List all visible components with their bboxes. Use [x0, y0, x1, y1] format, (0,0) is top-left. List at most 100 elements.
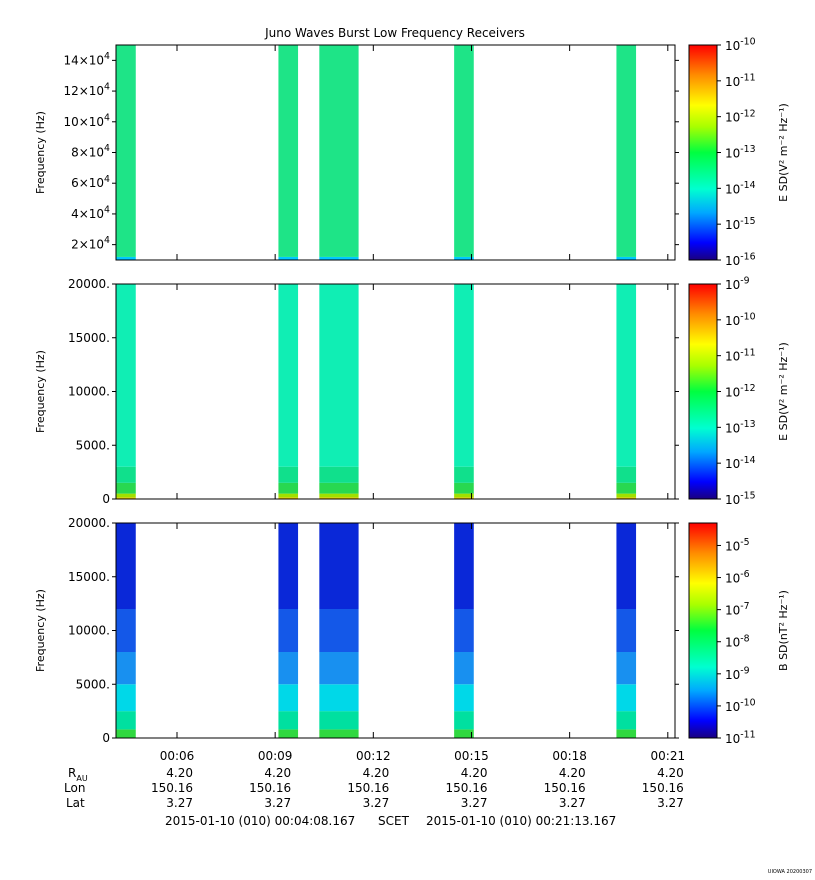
spectral-band — [116, 523, 136, 609]
y-axis-label: Frequency (Hz) — [34, 350, 47, 433]
spectral-band — [319, 284, 359, 467]
spectral-band — [319, 684, 359, 712]
spectral-band — [278, 523, 299, 609]
ephem-label-lon: Lon — [64, 781, 85, 795]
spectral-band — [616, 684, 637, 712]
spectral-band — [319, 523, 359, 609]
colorbar-tick-label: 10-14 — [725, 180, 756, 196]
ephem-label-rau: RAU — [68, 766, 88, 783]
spectral-band — [454, 523, 474, 609]
y-tick-label: 10000. — [68, 385, 110, 399]
spectral-band — [278, 497, 299, 499]
spectral-band — [454, 493, 474, 498]
colorbar-tick-label: 10-10 — [725, 37, 756, 53]
spectral-band — [319, 652, 359, 685]
ephem-lon-value: 150.16 — [642, 781, 684, 795]
ephem-lon-value: 150.16 — [544, 781, 586, 795]
spectral-band — [278, 493, 299, 498]
spectral-band — [616, 256, 637, 260]
panel-frame — [115, 44, 676, 261]
spectral-band — [319, 45, 359, 257]
ephem-rau-value: 4.20 — [461, 766, 488, 780]
colorbar-tick-label: 10-13 — [725, 144, 756, 160]
ephem-lon-value: 150.16 — [249, 781, 291, 795]
spectral-band — [454, 45, 474, 257]
data-interval — [116, 523, 136, 738]
colorbar-tick-label: 10-8 — [725, 633, 750, 649]
data-interval — [116, 284, 136, 499]
colorbar-tick-label: 10-5 — [725, 537, 750, 553]
spectral-band — [319, 493, 359, 498]
spectral-band — [116, 497, 136, 499]
spectral-band — [616, 711, 637, 730]
data-interval — [454, 523, 474, 738]
colorbar-tick-label: 10-12 — [725, 108, 756, 124]
y-tick-label: 0 — [102, 492, 110, 506]
spectral-band — [319, 256, 359, 260]
data-interval — [454, 284, 474, 499]
spectral-band — [278, 711, 299, 730]
time-tick-label: 00:09 — [258, 749, 293, 763]
ephem-rau-value: 4.20 — [166, 766, 193, 780]
spectral-band — [116, 729, 136, 738]
y-tick-label: 20000. — [68, 516, 110, 530]
data-interval — [278, 284, 299, 499]
colorbar-label: E SD(V² m⁻² Hz⁻¹) — [777, 342, 790, 441]
spectral-band — [278, 729, 299, 738]
spectral-band — [278, 684, 299, 712]
panel-1: 2×104 4×104 6×104 8×104 10×104 12×104 14×104 Fr… — [34, 37, 790, 268]
ephem-lat-value: 3.27 — [166, 796, 193, 810]
spectral-band — [116, 711, 136, 730]
spectral-band — [116, 609, 136, 652]
spectral-band — [616, 45, 637, 257]
spectral-band — [616, 497, 637, 499]
spectral-band — [319, 729, 359, 738]
colorbar-tick-label: 10-11 — [725, 347, 756, 363]
y-tick-label: 0 — [102, 731, 110, 745]
y-tick-label: 10×104 — [63, 112, 110, 128]
panel-2: 0 5000. 10000. 15000. 20000. Frequency (Hz) 10… — [34, 276, 790, 507]
y-tick-label: 15000. — [68, 331, 110, 345]
data-interval — [319, 45, 359, 260]
ephem-rau-value: 4.20 — [657, 766, 684, 780]
panel-3: 0 5000. 10000. 15000. 20000. Frequency (Hz) 10… — [34, 516, 790, 746]
spectral-band — [278, 256, 299, 260]
ephem-rau-value: 4.20 — [264, 766, 291, 780]
ephem-lat-value: 3.27 — [657, 796, 684, 810]
panel-frame — [115, 283, 676, 500]
colorbar-tick-label: 10-6 — [725, 569, 750, 585]
footer-scet-label: SCET — [378, 814, 410, 828]
ephem-lat-value: 3.27 — [559, 796, 586, 810]
spectral-band — [116, 256, 136, 260]
spectral-band — [616, 466, 637, 483]
time-tick-label: 00:15 — [454, 749, 489, 763]
colorbar-tick-label: 10-9 — [725, 276, 750, 292]
spectral-band — [319, 609, 359, 652]
colorbar — [688, 44, 718, 261]
time-tick-label: 00:21 — [651, 749, 686, 763]
y-axis-label: Frequency (Hz) — [34, 589, 47, 672]
footer-start-time: 2015-01-10 (010) 00:04:08.167 — [165, 814, 355, 828]
spectral-band — [616, 523, 637, 609]
y-tick-label: 5000. — [76, 438, 110, 452]
data-interval — [116, 45, 136, 260]
colorbar-tick-label: 10-9 — [725, 665, 750, 681]
spectral-band — [319, 482, 359, 494]
spectral-band — [454, 684, 474, 712]
ephem-lon-value: 150.16 — [445, 781, 487, 795]
data-interval — [278, 45, 299, 260]
ephem-label-lat: Lat — [66, 796, 85, 810]
spectral-band — [616, 493, 637, 498]
y-tick-label: 5000. — [76, 677, 110, 691]
colorbar-label: B SD(nT² Hz⁻¹) — [777, 590, 790, 671]
ephem-lon-value: 150.16 — [151, 781, 193, 795]
y-tick-label: 2×104 — [71, 235, 110, 251]
y-tick-label: 10000. — [68, 624, 110, 638]
colorbar-label: E SD(V² m⁻² Hz⁻¹) — [777, 103, 790, 202]
spectral-band — [116, 482, 136, 494]
footer-stamp: UIOWA 20200307 — [768, 869, 812, 875]
spectral-band — [278, 466, 299, 483]
colorbar-tick-label: 10-10 — [725, 311, 756, 327]
y-tick-label: 14×104 — [63, 51, 110, 67]
